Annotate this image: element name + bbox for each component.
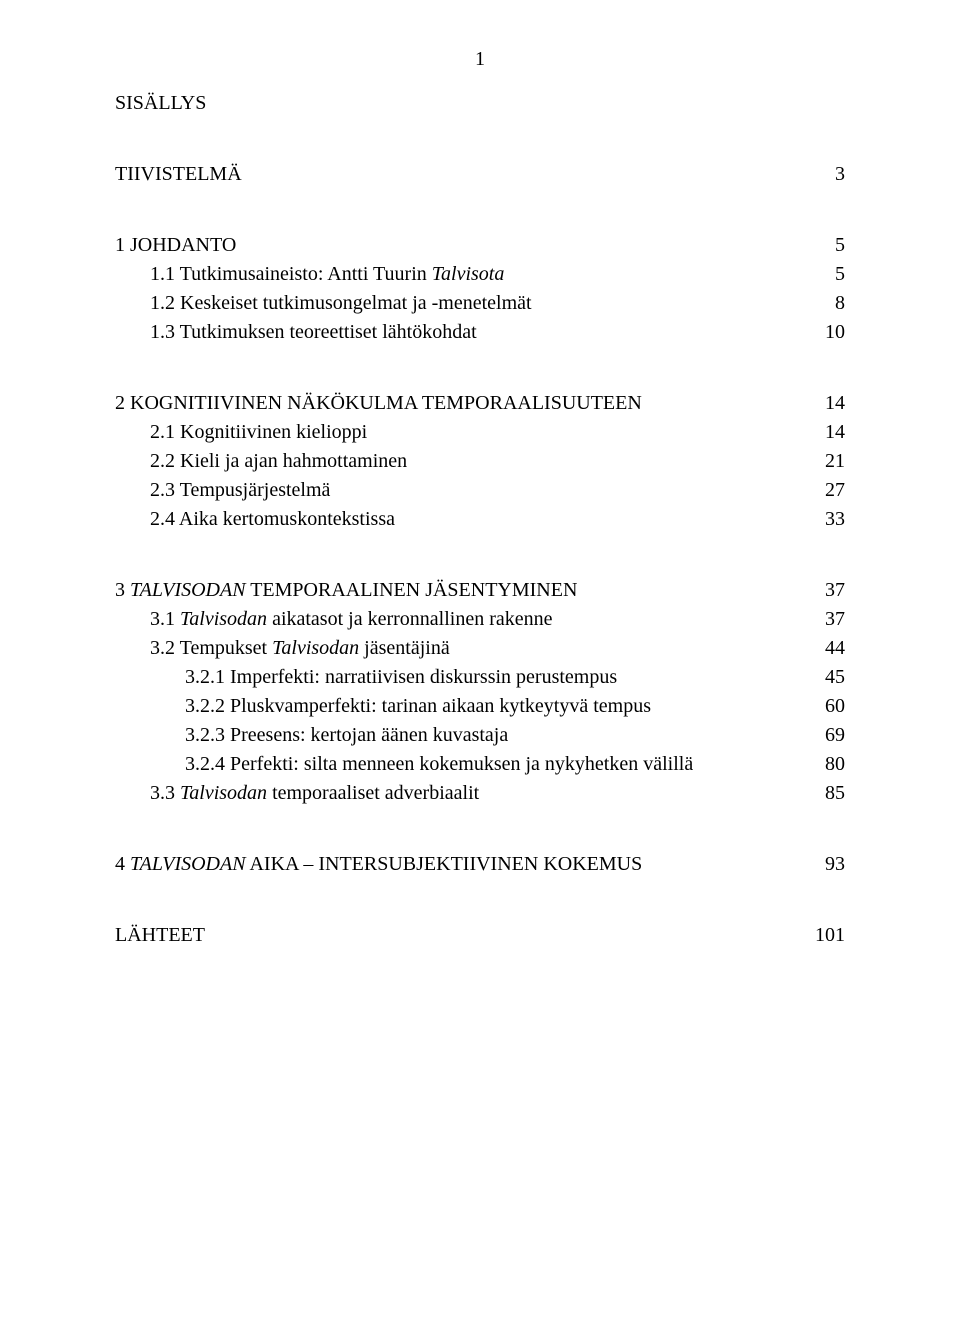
- toc-entry-label: LÄHTEET: [115, 921, 811, 950]
- toc-entry: 3.2.4 Perfekti: silta menneen kokemuksen…: [115, 750, 845, 779]
- toc-entry-label: 2 KOGNITIIVINEN NÄKÖKULMA TEMPORAALISUUT…: [115, 389, 811, 418]
- toc-entry-prefix: 3.3: [150, 782, 180, 804]
- toc-entry: 1.2 Keskeiset tutkimusongelmat ja -menet…: [115, 289, 845, 318]
- toc-entry-italic: TALVISODAN: [130, 853, 246, 875]
- toc-block-heading: SISÄLLYS: [115, 89, 845, 118]
- toc-entry-label: 3.2 Tempukset Talvisodan jäsentäjinä: [150, 634, 811, 663]
- toc-entry-label: 3.2.1 Imperfekti: narratiivisen diskurss…: [185, 663, 811, 692]
- toc-entry-prefix: 3: [115, 579, 130, 601]
- toc-entry: 3.2 Tempukset Talvisodan jäsentäjinä 44: [115, 634, 845, 663]
- toc-entry-suffix: jäsentäjinä: [359, 637, 450, 659]
- toc-entry-prefix: 3.1: [150, 608, 180, 630]
- toc-entry-page: 80: [811, 750, 845, 779]
- toc-entry-label: 3 TALVISODAN TEMPORAALINEN JÄSENTYMINEN: [115, 576, 811, 605]
- toc-entry-label: 3.2.4 Perfekti: silta menneen kokemuksen…: [185, 750, 811, 779]
- toc-entry-page: 101: [811, 921, 845, 950]
- document-page: 1 SISÄLLYS TIIVISTELMÄ 3 1 JOHDANTO 5 1.…: [0, 0, 960, 1333]
- toc-entry-label: 3.1 Talvisodan aikatasot ja kerronnallin…: [150, 605, 811, 634]
- toc-entry-italic: Talvisodan: [180, 782, 267, 804]
- toc-heading-sisallys: SISÄLLYS: [115, 89, 845, 118]
- toc-entry-page: 27: [811, 476, 845, 505]
- toc-entry-page: 37: [811, 576, 845, 605]
- toc-entry-suffix: aikatasot ja kerronnallinen rakenne: [267, 608, 552, 630]
- toc-entry-suffix: TEMPORAALINEN JÄSENTYMINEN: [246, 579, 578, 601]
- toc-entry-page: 14: [811, 389, 845, 418]
- toc-entry: 3.1 Talvisodan aikatasot ja kerronnallin…: [115, 605, 845, 634]
- toc-entry-page: 93: [811, 850, 845, 879]
- toc-entry-prefix: 3.2 Tempukset: [150, 637, 272, 659]
- toc-entry-label: 3.3 Talvisodan temporaaliset adverbiaali…: [150, 779, 811, 808]
- toc-block-lahteet: LÄHTEET 101: [115, 921, 845, 950]
- toc-entry-prefix: 4: [115, 853, 130, 875]
- toc-entry-page: 69: [811, 721, 845, 750]
- toc-entry-page: 33: [811, 505, 845, 534]
- toc-entry-page: 85: [811, 779, 845, 808]
- toc-entry: 3.2.1 Imperfekti: narratiivisen diskurss…: [115, 663, 845, 692]
- toc-entry-label: 1.1 Tutkimusaineisto: Antti Tuurin Talvi…: [150, 260, 811, 289]
- toc-entry-suffix: temporaaliset adverbiaalit: [267, 782, 479, 804]
- toc-entry: TIIVISTELMÄ 3: [115, 160, 845, 189]
- toc-entry-italic: Talvisodan: [180, 608, 267, 630]
- toc-entry: 1.1 Tutkimusaineisto: Antti Tuurin Talvi…: [115, 260, 845, 289]
- toc-entry-page: 14: [811, 418, 845, 447]
- toc-entry-prefix: 1.1 Tutkimusaineisto: Antti Tuurin: [150, 263, 432, 285]
- toc-entry-page: 21: [811, 447, 845, 476]
- toc-entry: 3.3 Talvisodan temporaaliset adverbiaali…: [115, 779, 845, 808]
- toc-entry: 2 KOGNITIIVINEN NÄKÖKULMA TEMPORAALISUUT…: [115, 389, 845, 418]
- toc-entry-page: 5: [811, 231, 845, 260]
- toc-entry: 2.1 Kognitiivinen kielioppi 14: [115, 418, 845, 447]
- toc-entry-label: 2.3 Tempusjärjestelmä: [150, 476, 811, 505]
- toc-block-chapter-4: 4 TALVISODAN AIKA – INTERSUBJEKTIIVINEN …: [115, 850, 845, 879]
- toc-entry-page: 5: [811, 260, 845, 289]
- toc-block-chapter-2: 2 KOGNITIIVINEN NÄKÖKULMA TEMPORAALISUUT…: [115, 389, 845, 534]
- toc-entry: 2.3 Tempusjärjestelmä 27: [115, 476, 845, 505]
- toc-entry-italic: TALVISODAN: [130, 579, 246, 601]
- toc-entry-label: 1.3 Tutkimuksen teoreettiset lähtökohdat: [150, 318, 811, 347]
- toc-entry-label: TIIVISTELMÄ: [115, 160, 811, 189]
- toc-entry-suffix: AIKA – INTERSUBJEKTIIVINEN KOKEMUS: [246, 853, 643, 875]
- toc-entry-page: 10: [811, 318, 845, 347]
- toc-entry-page: 60: [811, 692, 845, 721]
- toc-entry: LÄHTEET 101: [115, 921, 845, 950]
- toc-entry-page: 3: [811, 160, 845, 189]
- toc-entry-page: 45: [811, 663, 845, 692]
- table-of-contents: SISÄLLYS TIIVISTELMÄ 3 1 JOHDANTO 5 1.1 …: [115, 89, 845, 950]
- toc-entry-label: 1.2 Keskeiset tutkimusongelmat ja -menet…: [150, 289, 811, 318]
- toc-entry-label: 2.2 Kieli ja ajan hahmottaminen: [150, 447, 811, 476]
- toc-entry: 2.4 Aika kertomuskontekstissa 33: [115, 505, 845, 534]
- toc-block-chapter-1: 1 JOHDANTO 5 1.1 Tutkimusaineisto: Antti…: [115, 231, 845, 347]
- toc-entry-page: 37: [811, 605, 845, 634]
- page-number: 1: [115, 48, 845, 71]
- toc-entry: 3.2.2 Pluskvamperfekti: tarinan aikaan k…: [115, 692, 845, 721]
- toc-entry-label: 4 TALVISODAN AIKA – INTERSUBJEKTIIVINEN …: [115, 850, 811, 879]
- toc-entry-label: 1 JOHDANTO: [115, 231, 811, 260]
- toc-entry: 4 TALVISODAN AIKA – INTERSUBJEKTIIVINEN …: [115, 850, 845, 879]
- toc-block-chapter-3: 3 TALVISODAN TEMPORAALINEN JÄSENTYMINEN …: [115, 576, 845, 808]
- toc-entry: 2.2 Kieli ja ajan hahmottaminen 21: [115, 447, 845, 476]
- toc-entry: 3 TALVISODAN TEMPORAALINEN JÄSENTYMINEN …: [115, 576, 845, 605]
- toc-entry-label: 3.2.3 Preesens: kertojan äänen kuvastaja: [185, 721, 811, 750]
- toc-entry: 1.3 Tutkimuksen teoreettiset lähtökohdat…: [115, 318, 845, 347]
- toc-entry-page: 44: [811, 634, 845, 663]
- toc-entry-page: 8: [811, 289, 845, 318]
- toc-entry-italic: Talvisodan: [272, 637, 359, 659]
- toc-entry-italic: Talvisota: [432, 263, 505, 285]
- toc-entry-label: 2.4 Aika kertomuskontekstissa: [150, 505, 811, 534]
- toc-entry-label: 2.1 Kognitiivinen kielioppi: [150, 418, 811, 447]
- toc-entry: 1 JOHDANTO 5: [115, 231, 845, 260]
- toc-block-tiivistelma: TIIVISTELMÄ 3: [115, 160, 845, 189]
- toc-entry: 3.2.3 Preesens: kertojan äänen kuvastaja…: [115, 721, 845, 750]
- toc-entry-label: 3.2.2 Pluskvamperfekti: tarinan aikaan k…: [185, 692, 811, 721]
